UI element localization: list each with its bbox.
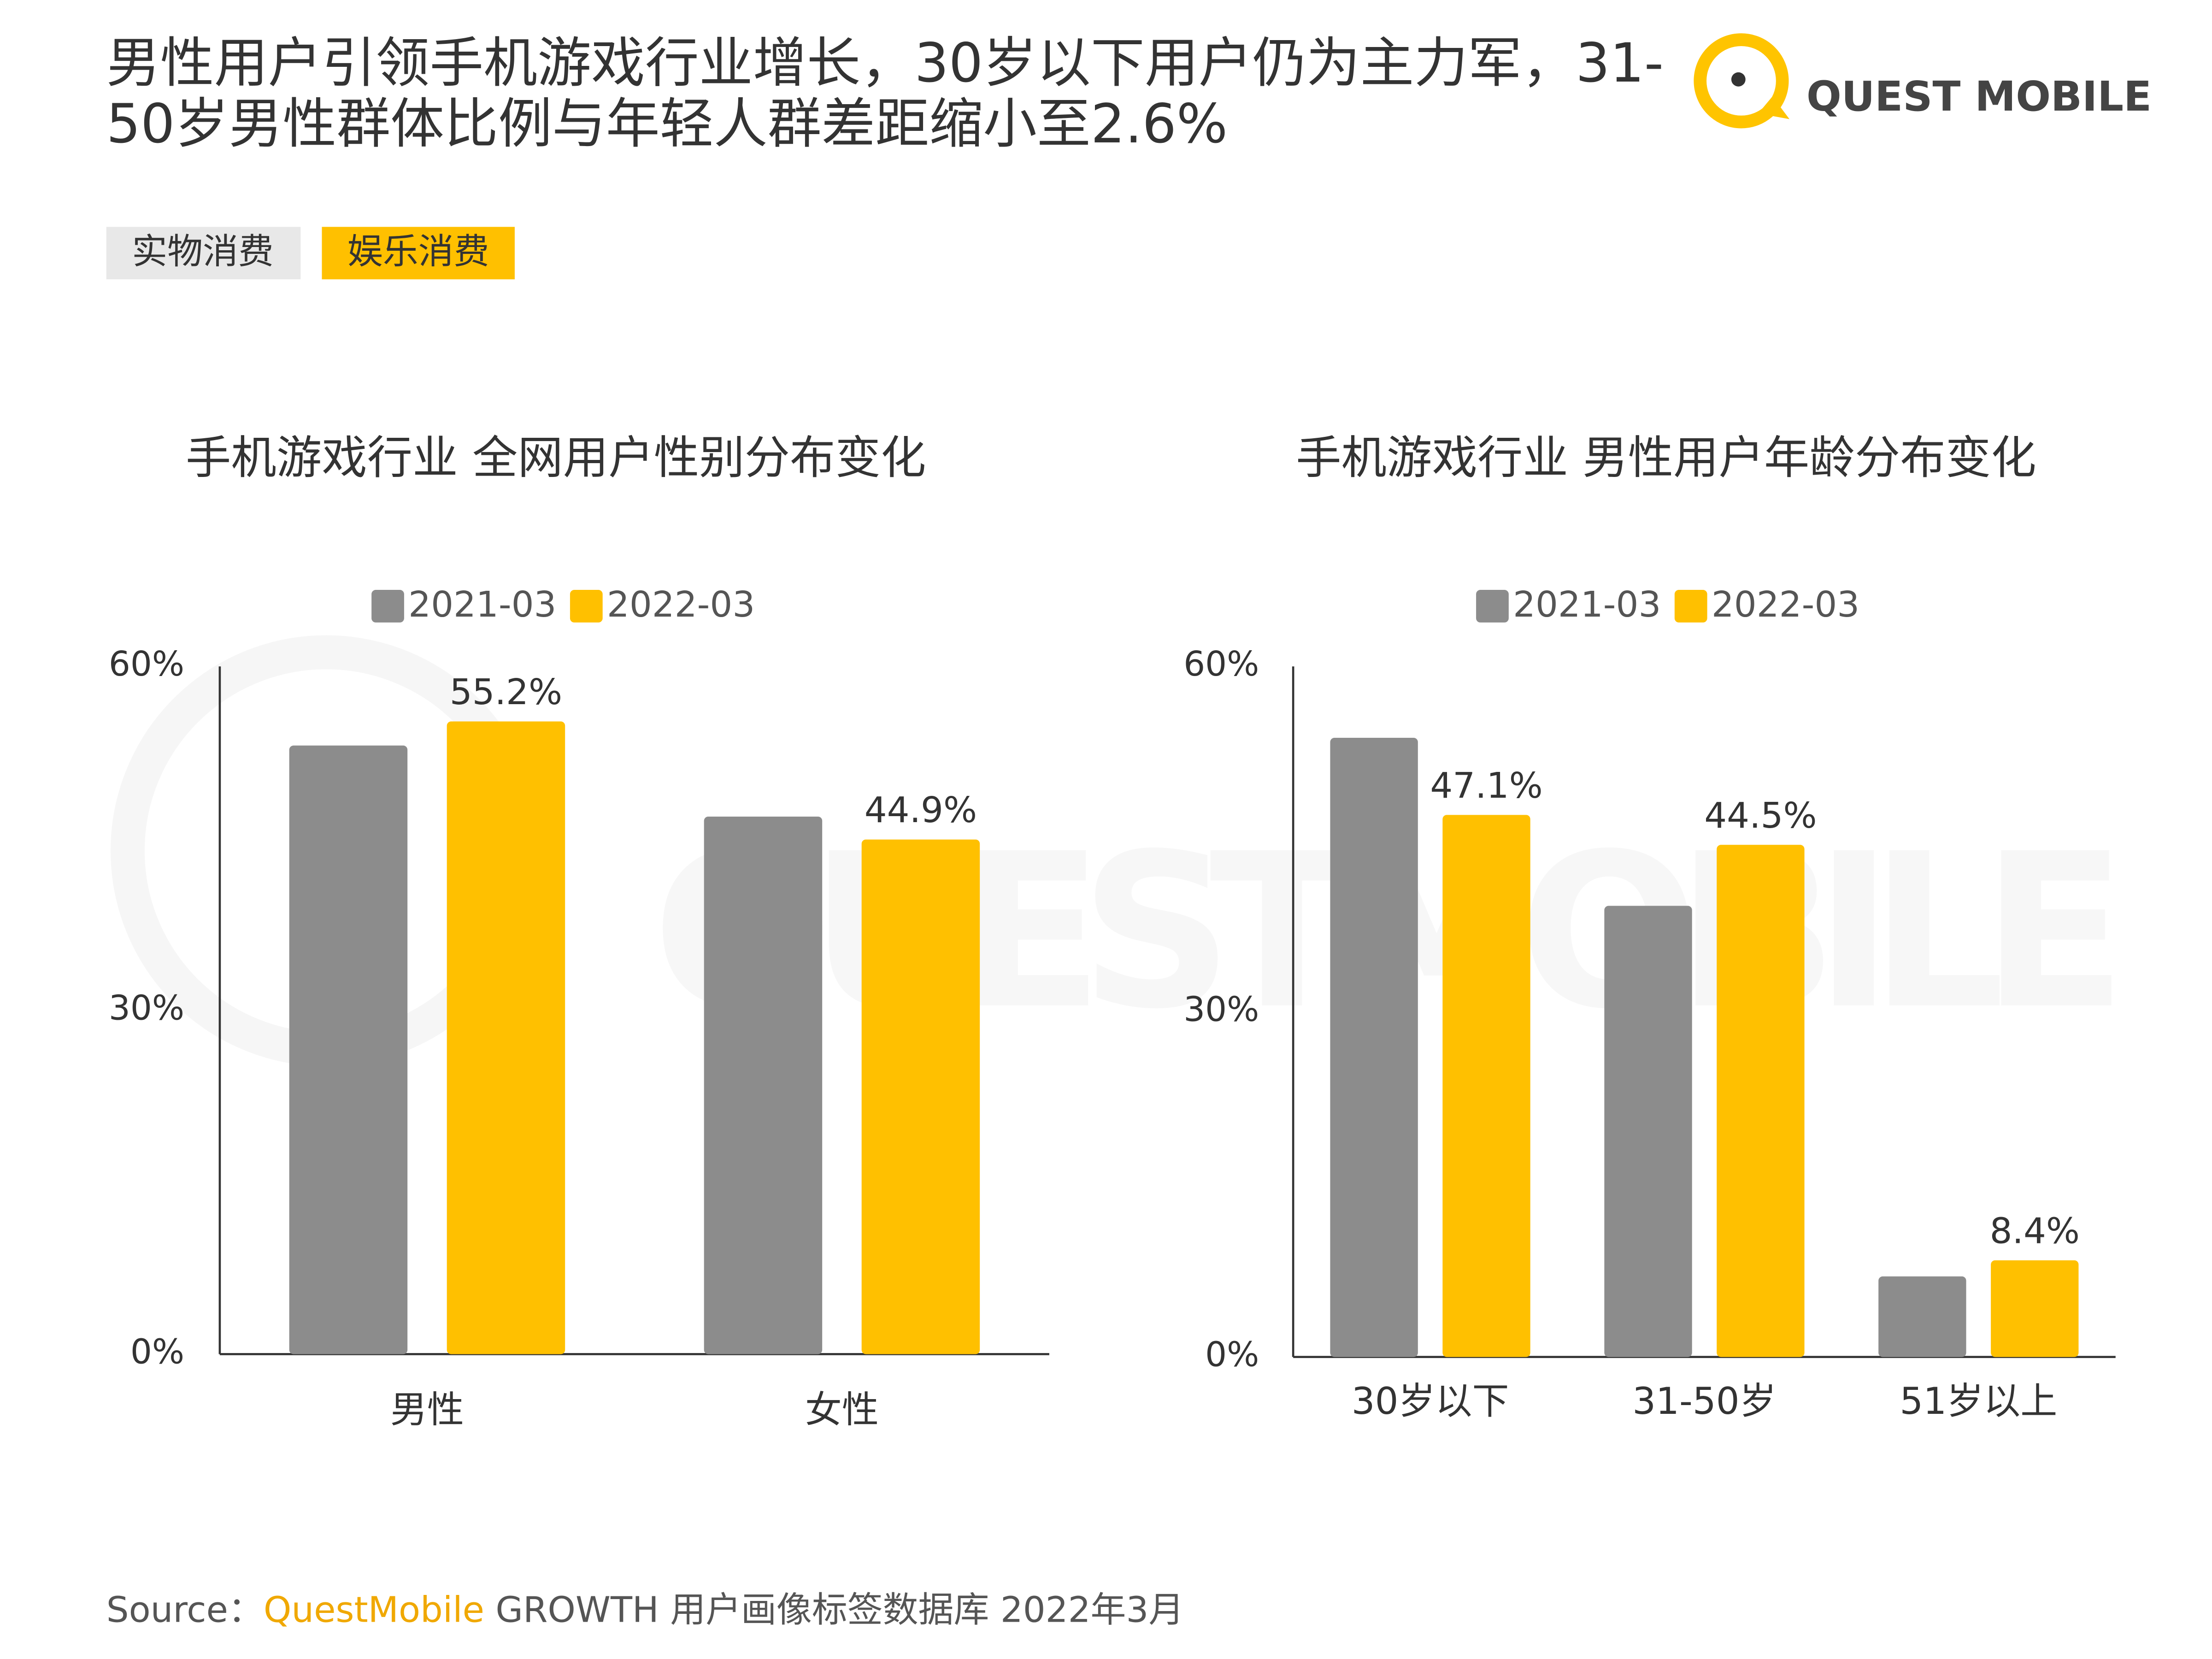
logo-text: QUEST MOBILE (1806, 73, 2152, 121)
logo: QUEST MOBILE (1687, 28, 2152, 135)
data-label: 47.1% (1430, 765, 1542, 806)
data-label: 44.5% (1704, 795, 1817, 836)
tab-active[interactable] (322, 227, 515, 280)
legend-label: 2022-03 (607, 584, 755, 625)
y-tick-label: 30% (1183, 989, 1259, 1029)
x-tick-label: 51岁以上 (1900, 1380, 2057, 1423)
source-text: GROWTH 用户画像标签数据库 2022年3月 (484, 1589, 1184, 1630)
logo-dot (1731, 72, 1746, 87)
source-brand: QuestMobile (264, 1589, 484, 1630)
x-tick-label: 男性 (390, 1388, 464, 1431)
bar (861, 839, 980, 1354)
x-tick-label: 31-50岁 (1632, 1380, 1776, 1423)
chart-title: 手机游戏行业 男性用户年龄分布变化 (1296, 432, 2036, 484)
tab[interactable] (106, 227, 301, 280)
bar (1442, 815, 1530, 1357)
bar (1330, 737, 1418, 1357)
data-label: 55.2% (450, 672, 562, 713)
logo-ring (1694, 33, 1789, 129)
title-line: 男性用户引领手机游戏行业增长，30岁以下用户仍为主力军，31- (106, 31, 1664, 94)
legend-label: 2022-03 (1712, 584, 1859, 625)
bar (447, 721, 565, 1354)
legend-swatch (1476, 590, 1509, 623)
legend-swatch (371, 590, 404, 623)
source: Source：QuestMobile GROWTH 用户画像标签数据库 2022… (106, 1589, 1184, 1630)
tab-label[interactable]: 娱乐消费 (347, 231, 489, 272)
tab-label[interactable]: 实物消费 (132, 231, 274, 272)
data-label: 8.4% (1990, 1211, 2080, 1252)
title-line: 50岁男性群体比例与年轻人群差距缩小至2.6% (106, 92, 1228, 155)
data-label: 44.9% (865, 790, 977, 831)
legend-swatch (570, 590, 603, 623)
source-prefix: Source： (106, 1589, 264, 1630)
y-tick-label: 60% (1183, 644, 1259, 684)
bar (289, 745, 408, 1354)
bar (1878, 1276, 1966, 1357)
logo-tail (1758, 96, 1790, 119)
chart-title: 手机游戏行业 全网用户性别分布变化 (186, 432, 926, 484)
x-tick-label: 女性 (805, 1388, 879, 1431)
y-tick-label: 0% (1205, 1335, 1259, 1375)
legend-label: 2021-03 (408, 584, 556, 625)
bar (1717, 845, 1805, 1357)
bar (704, 816, 823, 1354)
x-tick-label: 30岁以下 (1352, 1380, 1509, 1423)
bar (1991, 1260, 2079, 1357)
legend-label: 2021-03 (1513, 584, 1661, 625)
y-tick-label: 30% (109, 988, 184, 1028)
legend-swatch (1674, 590, 1707, 623)
bar (1604, 906, 1692, 1357)
y-tick-label: 0% (130, 1332, 184, 1371)
y-tick-label: 60% (109, 644, 184, 684)
